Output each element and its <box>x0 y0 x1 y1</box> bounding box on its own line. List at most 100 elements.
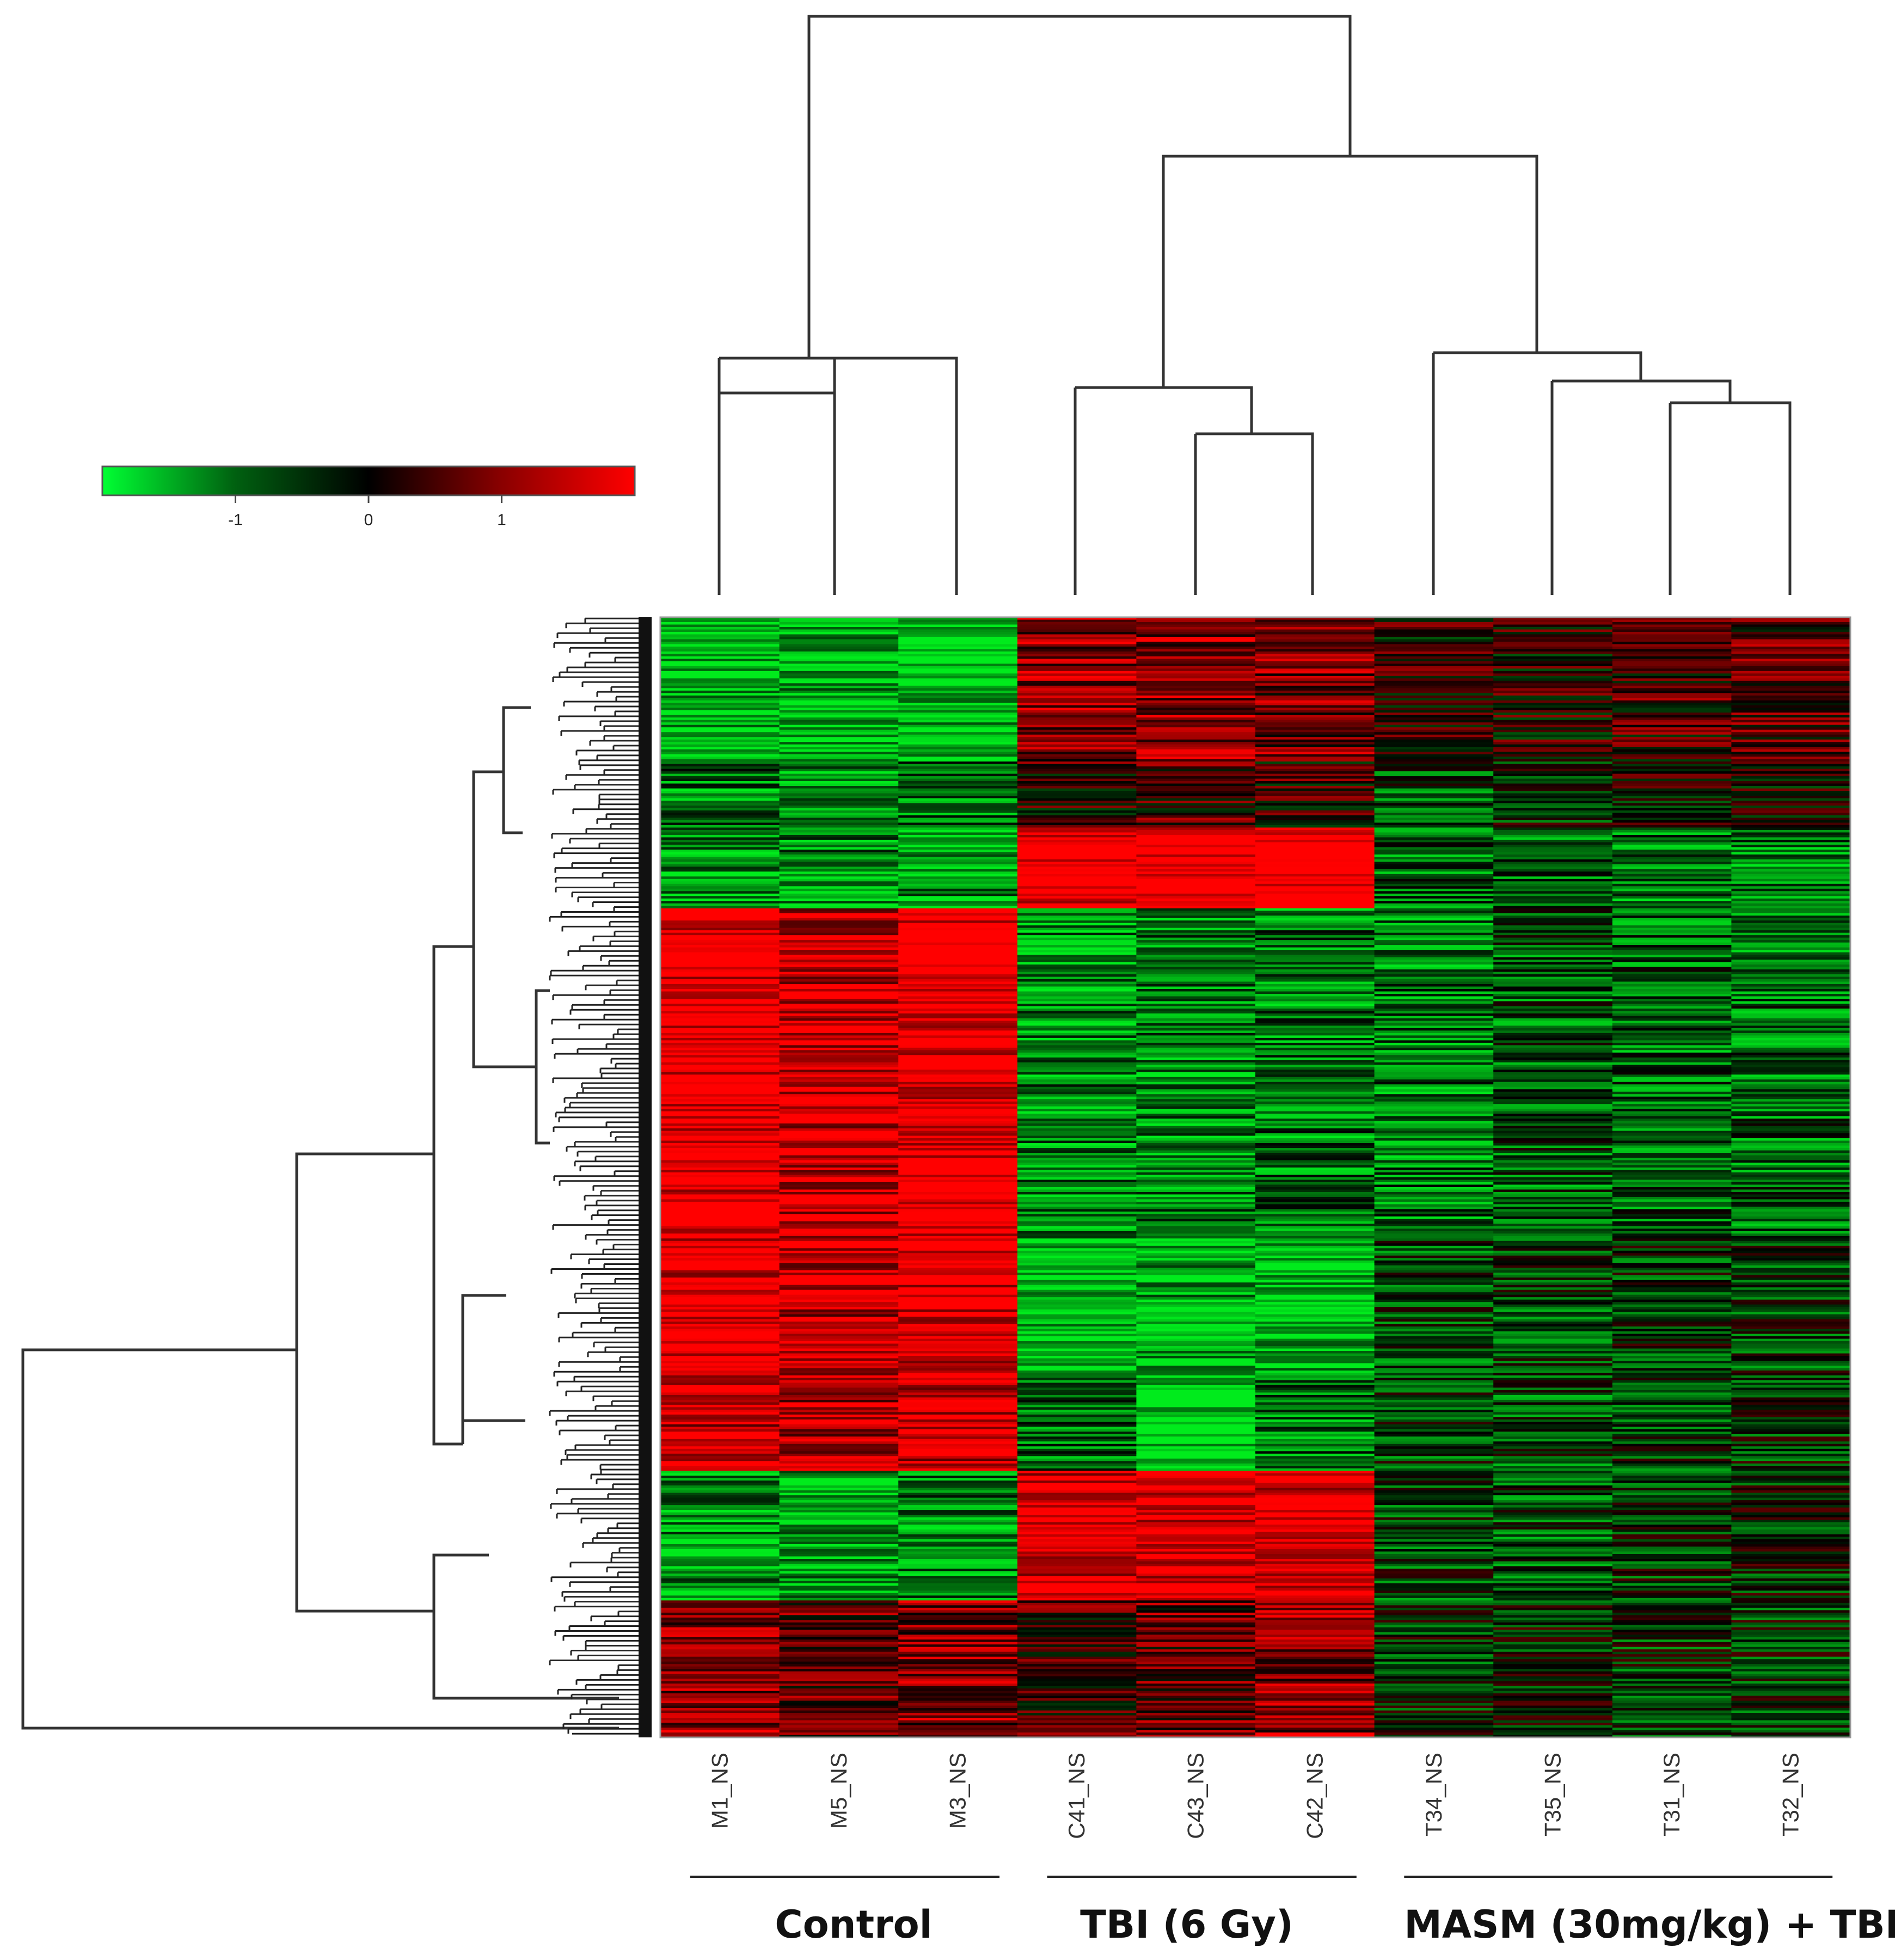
heatmap-cell <box>660 1698 780 1701</box>
heatmap-cell <box>1612 998 1732 1002</box>
heatmap-cell <box>1017 761 1137 765</box>
heatmap-cell <box>1136 1011 1256 1014</box>
heatmap-cell <box>1017 950 1137 953</box>
heatmap-cell <box>1731 1111 1851 1114</box>
heatmap-cell <box>660 1263 780 1266</box>
heatmap-cell <box>1493 1021 1613 1024</box>
heatmap-cell <box>1612 752 1732 755</box>
heatmap-cell <box>1136 1602 1256 1606</box>
heatmap-cell <box>779 847 899 850</box>
heatmap-cell <box>1374 1681 1494 1684</box>
heatmap-cell <box>1374 1375 1494 1379</box>
heatmap-cell <box>1255 1671 1375 1674</box>
heatmap-cell <box>779 1644 899 1648</box>
heatmap-cell <box>1136 947 1256 950</box>
heatmap-cell <box>1017 898 1137 901</box>
heatmap-cell <box>660 1392 780 1396</box>
heatmap-cell <box>779 1431 899 1435</box>
heatmap-cell <box>1612 1669 1732 1672</box>
heatmap-cell <box>1612 1013 1732 1017</box>
heatmap-cell <box>779 1397 899 1400</box>
heatmap-cell <box>1017 916 1137 919</box>
heatmap-cell <box>898 1072 1018 1075</box>
heatmap-cell <box>898 634 1018 637</box>
heatmap-cell <box>1136 1233 1256 1237</box>
heatmap-cell <box>779 1106 899 1109</box>
heatmap-cell <box>1731 874 1851 877</box>
heatmap-cell <box>1493 901 1613 904</box>
heatmap-cell <box>1136 952 1256 955</box>
heatmap-cell <box>1136 1006 1256 1009</box>
heatmap-cell <box>1255 651 1375 654</box>
heatmap-cell <box>898 1705 1018 1709</box>
heatmap-cell <box>660 788 780 791</box>
heatmap-cell <box>1017 715 1137 718</box>
heatmap-cell <box>779 759 899 762</box>
heatmap-cell <box>1731 1495 1851 1498</box>
heatmap-cell <box>898 1089 1018 1092</box>
heatmap-cell <box>1255 854 1375 857</box>
heatmap-cell <box>1612 1023 1732 1026</box>
heatmap-cell <box>898 871 1018 875</box>
heatmap-cell <box>1493 752 1613 755</box>
heatmap-cell <box>1731 715 1851 718</box>
heatmap-cell <box>1255 1356 1375 1359</box>
heatmap-cell <box>660 1583 780 1586</box>
heatmap-cell <box>660 1671 780 1674</box>
heatmap-cell <box>1493 1417 1613 1420</box>
heatmap-cell <box>1136 844 1256 847</box>
heatmap-cell <box>1374 1368 1494 1371</box>
heatmap-cell <box>1374 631 1494 635</box>
heatmap-cell <box>1017 1443 1137 1447</box>
heatmap-cell <box>1731 1346 1851 1349</box>
heatmap-cell <box>660 1385 780 1388</box>
heatmap-cell <box>1612 646 1732 650</box>
heatmap-cell <box>779 827 899 831</box>
heatmap-cell <box>1374 955 1494 958</box>
heatmap-cell <box>1017 1070 1137 1073</box>
heatmap-cell <box>779 776 899 779</box>
heatmap-cell <box>1017 1277 1137 1281</box>
heatmap-cell <box>779 1204 899 1207</box>
heatmap-cell <box>898 671 1018 674</box>
heatmap-cell <box>1493 1478 1613 1481</box>
heatmap-cell <box>660 1042 780 1046</box>
heatmap-cell <box>1612 1576 1732 1579</box>
heatmap-cell <box>1255 703 1375 706</box>
heatmap-cell <box>660 710 780 713</box>
heatmap-cell <box>1493 688 1613 691</box>
heatmap-cell <box>898 1184 1018 1188</box>
heatmap-cell <box>1136 1292 1256 1295</box>
heatmap-cell <box>1374 1691 1494 1694</box>
heatmap-cell <box>660 1443 780 1447</box>
heatmap-cell <box>660 663 780 667</box>
heatmap-cell <box>1255 1620 1375 1623</box>
heatmap-cell <box>1493 1441 1613 1445</box>
heatmap-cell <box>1255 1040 1375 1043</box>
heatmap-cell <box>1374 651 1494 654</box>
heatmap-cell <box>1136 744 1256 747</box>
heatmap-cell <box>1017 1688 1137 1692</box>
heatmap-cell <box>779 808 899 811</box>
heatmap-cell <box>898 1084 1018 1087</box>
heatmap-cell <box>1017 847 1137 850</box>
heatmap-cell <box>1731 685 1851 689</box>
heatmap-cell <box>1017 1135 1137 1139</box>
heatmap-cell <box>779 1373 899 1376</box>
heatmap-cell <box>779 869 899 872</box>
heatmap-cell <box>1731 1184 1851 1188</box>
heatmap-cell <box>1612 1679 1732 1682</box>
heatmap-cell <box>1136 781 1256 784</box>
heatmap-cell <box>779 690 899 693</box>
heatmap-cell <box>1493 962 1613 965</box>
heatmap-cell <box>1136 1077 1256 1080</box>
heatmap-cell <box>779 1322 899 1325</box>
heatmap-cell <box>1017 752 1137 755</box>
heatmap-cell <box>1493 844 1613 847</box>
heatmap-cell <box>1136 1319 1256 1322</box>
heatmap-cell <box>779 888 899 892</box>
heatmap-cell <box>1731 1686 1851 1689</box>
heatmap-cell <box>1731 1273 1851 1276</box>
heatmap-cell <box>898 737 1018 740</box>
heatmap-cell <box>1731 1062 1851 1065</box>
